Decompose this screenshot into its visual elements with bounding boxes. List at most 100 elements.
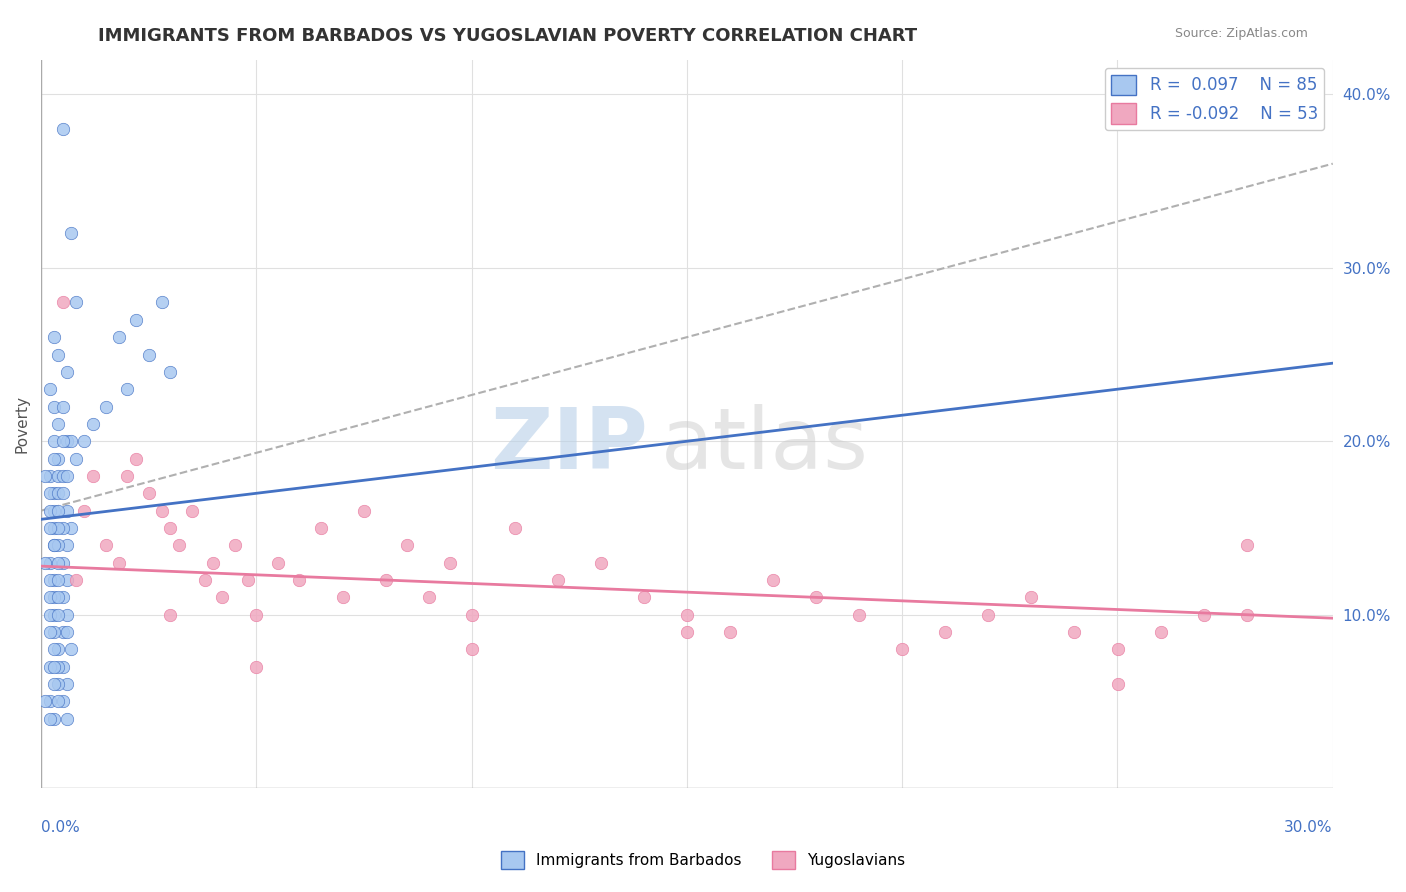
Point <box>42 538 65 552</box>
Point <box>65 295 87 310</box>
Point <box>589 556 612 570</box>
Point <box>288 573 311 587</box>
Point <box>56 607 79 622</box>
Point <box>38 694 60 708</box>
Y-axis label: Poverty: Poverty <box>15 395 30 453</box>
Point <box>547 573 569 587</box>
Point <box>38 556 60 570</box>
Point <box>56 538 79 552</box>
Point <box>42 451 65 466</box>
Point <box>107 556 129 570</box>
Point <box>52 486 75 500</box>
Point <box>38 573 60 587</box>
Point <box>38 625 60 640</box>
Point <box>38 607 60 622</box>
Point <box>34 469 56 483</box>
Point <box>46 642 69 657</box>
Point <box>56 712 79 726</box>
Point <box>718 625 741 640</box>
Point <box>82 469 104 483</box>
Point <box>848 607 870 622</box>
Point <box>42 434 65 449</box>
Point <box>60 226 83 240</box>
Point <box>460 642 482 657</box>
Point <box>439 556 461 570</box>
Point <box>42 591 65 605</box>
Point <box>804 591 827 605</box>
Point <box>891 642 914 657</box>
Point <box>65 451 87 466</box>
Point <box>38 591 60 605</box>
Point <box>42 712 65 726</box>
Point <box>56 573 79 587</box>
Point <box>460 607 482 622</box>
Point <box>267 556 290 570</box>
Point <box>115 469 138 483</box>
Point <box>38 486 60 500</box>
Point <box>138 347 160 361</box>
Point <box>42 486 65 500</box>
Point <box>56 469 79 483</box>
Point <box>46 607 69 622</box>
Point <box>42 330 65 344</box>
Point <box>73 503 96 517</box>
Point <box>676 607 699 622</box>
Point <box>977 607 1000 622</box>
Point <box>46 521 69 535</box>
Point <box>46 486 69 500</box>
Point <box>60 642 83 657</box>
Point <box>46 469 69 483</box>
Point <box>52 400 75 414</box>
Point <box>202 556 225 570</box>
Point <box>332 591 354 605</box>
Point <box>56 434 79 449</box>
Point <box>194 573 217 587</box>
Point <box>56 625 79 640</box>
Point <box>159 521 181 535</box>
Point <box>46 417 69 431</box>
Point <box>52 295 75 310</box>
Point <box>46 659 69 673</box>
Point <box>46 677 69 691</box>
Point <box>236 573 259 587</box>
Point <box>211 591 233 605</box>
Point <box>82 417 104 431</box>
Point <box>676 625 699 640</box>
Point <box>159 365 181 379</box>
Point <box>42 659 65 673</box>
Point <box>94 538 117 552</box>
Point <box>52 434 75 449</box>
Point <box>56 365 79 379</box>
Point <box>42 503 65 517</box>
Point <box>52 556 75 570</box>
Text: Source: ZipAtlas.com: Source: ZipAtlas.com <box>1174 27 1308 40</box>
Point <box>1063 625 1085 640</box>
Point <box>42 400 65 414</box>
Point <box>46 573 69 587</box>
Point <box>1107 642 1129 657</box>
Point <box>42 521 65 535</box>
Point <box>125 313 148 327</box>
Point <box>1192 607 1215 622</box>
Text: atlas: atlas <box>661 404 869 487</box>
Point <box>125 451 148 466</box>
Point <box>633 591 655 605</box>
Legend: R =  0.097    N = 85, R = -0.092    N = 53: R = 0.097 N = 85, R = -0.092 N = 53 <box>1105 68 1324 130</box>
Point <box>46 694 69 708</box>
Point <box>56 677 79 691</box>
Point <box>150 295 173 310</box>
Point <box>245 607 267 622</box>
Legend: Immigrants from Barbados, Yugoslavians: Immigrants from Barbados, Yugoslavians <box>495 845 911 875</box>
Text: 0.0%: 0.0% <box>41 820 80 835</box>
Point <box>42 573 65 587</box>
Point <box>34 694 56 708</box>
Point <box>46 347 69 361</box>
Point <box>180 503 202 517</box>
Point <box>396 538 419 552</box>
Point <box>38 712 60 726</box>
Point <box>52 625 75 640</box>
Point <box>934 625 956 640</box>
Point <box>56 503 79 517</box>
Text: ZIP: ZIP <box>491 404 648 487</box>
Point <box>42 677 65 691</box>
